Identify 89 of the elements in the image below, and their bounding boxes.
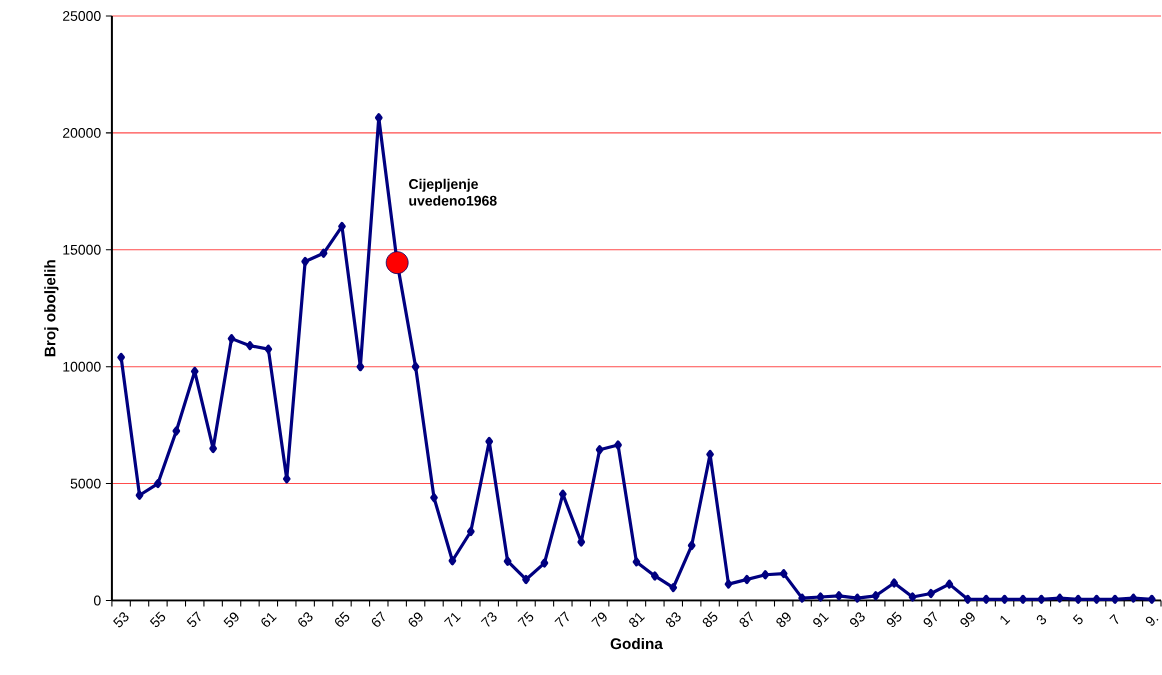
point — [890, 578, 898, 588]
point — [945, 579, 954, 589]
point — [724, 579, 733, 589]
x-tick-label: 89 — [776, 612, 791, 627]
point — [798, 593, 806, 603]
point — [779, 568, 788, 578]
x-tick-label: 69 — [408, 612, 423, 627]
x-tick-label: 5 — [1072, 614, 1083, 625]
point — [651, 571, 659, 581]
point — [871, 591, 880, 601]
x-tick-label: 83 — [665, 612, 681, 627]
point — [1111, 594, 1119, 604]
point — [485, 436, 494, 446]
y-axis-title: Broj oboljelih — [44, 260, 59, 356]
point — [835, 591, 843, 601]
x-tick-label: 67 — [371, 611, 385, 627]
point — [540, 558, 549, 568]
point — [135, 490, 144, 500]
x-tick-label: 85 — [702, 611, 718, 627]
x-tick-label: 75 — [517, 611, 534, 627]
x-tick-label: 81 — [629, 612, 645, 627]
point — [1074, 594, 1083, 604]
x-tick-label: 63 — [298, 612, 313, 627]
annotation: Cijepljenje uvedeno1968 — [409, 178, 497, 206]
point — [301, 256, 310, 266]
x-tick-label: 1 — [1000, 615, 1011, 625]
point — [246, 340, 254, 351]
x-tick-label: 59 — [223, 612, 239, 627]
point — [522, 574, 530, 584]
point — [687, 540, 696, 550]
point — [154, 478, 162, 488]
point — [853, 593, 862, 603]
point — [282, 474, 291, 484]
y-tick-label: 15000 — [63, 244, 101, 255]
x-tick-label: 61 — [261, 612, 277, 627]
x-tick-label: 93 — [850, 612, 865, 627]
point — [1000, 594, 1009, 604]
x-tick-label: 95 — [886, 611, 902, 627]
y-tick-label: 5000 — [70, 478, 101, 489]
point — [1147, 594, 1156, 604]
point — [503, 556, 512, 566]
point — [1037, 594, 1046, 604]
x-tick-label: 91 — [813, 612, 829, 627]
point — [963, 594, 972, 604]
y-tick-label: 10000 — [63, 361, 101, 372]
point — [1129, 593, 1138, 603]
point — [1092, 594, 1101, 604]
point — [117, 352, 125, 362]
x-tick-label: 55 — [149, 611, 166, 627]
x-tick-label: 65 — [335, 611, 350, 627]
y-tick-label: 20000 — [63, 127, 101, 138]
y-tick-label: 0 — [93, 595, 101, 606]
point — [374, 112, 383, 123]
y-tick-label: 25000 — [63, 10, 101, 21]
point — [816, 592, 825, 602]
x-tick-label: 3 — [1036, 614, 1047, 625]
point — [706, 449, 714, 459]
point — [908, 592, 917, 602]
point — [264, 344, 273, 354]
point — [927, 588, 935, 598]
point — [1055, 593, 1064, 603]
point — [430, 492, 438, 503]
point — [743, 574, 751, 584]
point — [614, 440, 622, 450]
point — [982, 594, 991, 604]
point — [595, 444, 604, 455]
point — [466, 526, 475, 536]
x-tick-label: 79 — [591, 612, 607, 627]
point — [227, 333, 236, 344]
point — [632, 557, 641, 567]
x-tick-label: 57 — [186, 611, 201, 627]
x-tick-label: 99 — [960, 612, 975, 627]
x-tick-label: 53 — [113, 612, 129, 627]
x-axis-title: Godina — [610, 637, 663, 649]
x-tick-label: 97 — [923, 611, 938, 627]
x-tick-label: 87 — [739, 611, 753, 627]
point — [448, 555, 457, 566]
point — [411, 361, 420, 372]
x-tick-label: 71 — [444, 612, 461, 627]
point — [172, 426, 181, 436]
point — [319, 248, 328, 258]
x-tick-label: 9. — [1145, 616, 1159, 626]
point — [761, 569, 770, 580]
x-tick-label: 7 — [1109, 613, 1119, 624]
x-tick-label: 73 — [480, 612, 497, 627]
point — [669, 582, 678, 593]
x-tick-label: 77 — [554, 611, 569, 627]
point — [1019, 594, 1027, 604]
point — [385, 251, 409, 274]
